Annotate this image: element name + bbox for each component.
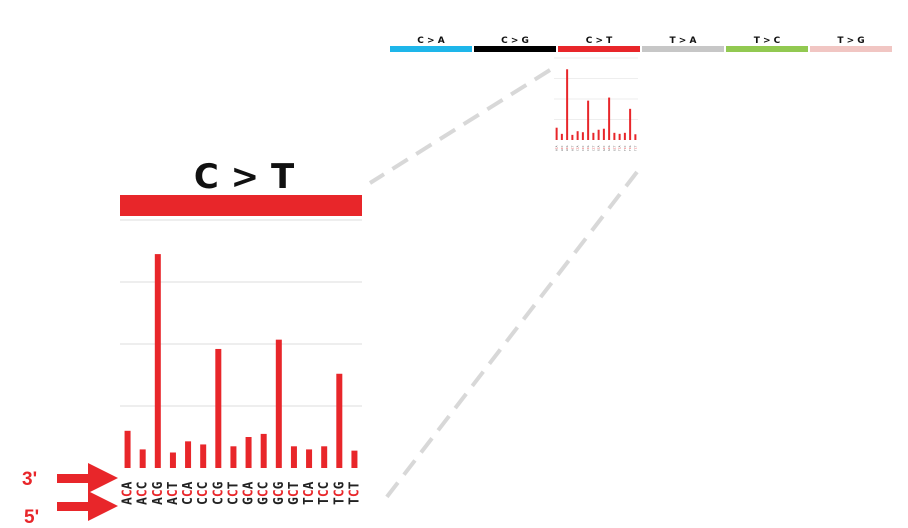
zoom-tick-label-ccg: CCG — [211, 481, 226, 505]
mini-tick-label-gca: GCA — [597, 145, 601, 151]
mini-bar-gct — [613, 132, 616, 140]
zoom-tick-label-ccc: CCC — [196, 482, 211, 505]
category-color-bar-2 — [558, 46, 640, 52]
mini-chart-labels: ACAACCACGACTCCACCCCCGCCTGCAGCCGCGGCTTCAT… — [555, 145, 638, 151]
zoom-line-bottom — [384, 170, 639, 500]
mini-chart-bars — [555, 69, 637, 140]
category-label-0: C > A — [417, 36, 444, 46]
mini-bar-tcg — [629, 108, 632, 140]
zoom-bar-aca — [124, 430, 131, 468]
mini-tick-label-tcg: TCG — [628, 145, 632, 151]
category-header-strip: C > A C > G C > T T > A T > C T > G — [390, 36, 892, 52]
mini-tick-label-gcg: GCG — [607, 145, 611, 151]
zoom-bar-gca — [245, 437, 252, 468]
category-color-bar-4 — [726, 46, 808, 52]
mini-bar-tct — [634, 134, 637, 140]
mini-bar-acg — [566, 69, 569, 140]
zoom-tick-label-act: ACT — [166, 481, 181, 505]
zoom-tick-label-tct: TCT — [347, 481, 362, 505]
zoom-tick-label-tcc: TCC — [317, 482, 332, 505]
mini-tick-label-gcc: GCC — [602, 145, 606, 151]
mini-bar-act — [571, 134, 574, 140]
category-label-1: C > G — [501, 36, 529, 46]
mini-tick-label-gct: GCT — [612, 145, 616, 151]
zoom-chart-labels: ACAACCACGACTCCACCCCCGCCTGCAGCCGCGGCTTCAT… — [121, 481, 363, 505]
category-color-bar-0 — [390, 46, 472, 52]
zoom-bar-acg — [154, 254, 161, 468]
zoom-tick-label-gca: GCA — [242, 481, 257, 505]
zoom-bar-ccg — [215, 348, 222, 468]
zoom-bar-gct — [290, 446, 297, 468]
three-prime-label: 3' — [22, 469, 37, 490]
mini-bar-gcg — [608, 97, 611, 140]
mini-bar-acc — [560, 133, 563, 140]
mini-tick-label-cct: CCT — [591, 145, 595, 151]
zoom-bar-tca — [306, 449, 313, 468]
three-prime-arrow-icon — [57, 463, 118, 493]
zoom-bar-acc — [139, 449, 146, 468]
zoom-bar-act — [169, 452, 176, 468]
zoom-tick-label-acc: ACC — [136, 482, 151, 505]
zoom-tick-label-aca: ACA — [121, 481, 136, 505]
zoom-tick-label-gct: GCT — [287, 481, 302, 505]
mini-bar-gca — [597, 129, 600, 140]
mini-bar-aca — [555, 127, 558, 140]
mini-bar-ccg — [587, 100, 590, 140]
mini-bar-cct — [592, 132, 595, 140]
category-color-bar-5 — [810, 46, 892, 52]
mini-tick-label-aca: ACA — [555, 145, 559, 151]
zoom-tick-label-cct: CCT — [226, 481, 241, 505]
zoom-tick-label-cca: CCA — [181, 481, 196, 505]
zoom-tick-label-gcg: GCG — [272, 481, 287, 505]
zoom-tick-label-tcg: TCG — [332, 481, 347, 505]
category-color-bar-3 — [642, 46, 724, 52]
category-label-3: T > A — [670, 36, 697, 46]
mini-tick-label-tcc: TCC — [623, 145, 627, 151]
mini-tick-label-cca: CCA — [576, 145, 580, 151]
mini-bar-gcc — [602, 128, 605, 140]
zoom-category-bar — [120, 195, 362, 216]
mini-tick-label-tct: TCT — [633, 145, 637, 151]
mini-bar-ccc — [581, 132, 584, 140]
zoom-line-top — [368, 68, 552, 185]
mini-tick-label-ccg: CCG — [586, 145, 590, 151]
zoom-chart-bars — [124, 254, 358, 468]
zoom-tick-label-tca: TCA — [302, 481, 317, 505]
mini-bar-tca — [618, 133, 621, 140]
category-label-4: T > C — [754, 36, 781, 46]
zoom-bar-tcg — [336, 373, 343, 468]
zoom-bar-gcc — [260, 433, 267, 468]
mini-bar-tcc — [623, 132, 626, 140]
zoom-bar-ccc — [200, 444, 207, 468]
zoom-bar-cca — [185, 441, 192, 468]
mini-tick-label-ccc: CCC — [581, 145, 585, 151]
zoom-tick-label-gcc: GCC — [257, 482, 272, 505]
mini-tick-label-tca: TCA — [618, 145, 622, 151]
zoom-tick-label-acg: ACG — [151, 481, 166, 505]
category-label-2: C > T — [586, 36, 613, 46]
mini-tick-label-acg: ACG — [565, 145, 569, 151]
five-prime-label: 5' — [24, 507, 39, 528]
category-label-5: T > G — [837, 36, 864, 46]
category-color-bar-1 — [474, 46, 556, 52]
mini-bar-cca — [576, 131, 579, 140]
zoom-bar-tcc — [321, 446, 328, 468]
zoom-bar-gcg — [275, 339, 282, 468]
zoom-bar-cct — [230, 446, 237, 468]
mini-tick-label-acc: ACC — [560, 145, 564, 151]
five-prime-arrow-icon — [57, 491, 118, 521]
mini-tick-label-act: ACT — [570, 145, 574, 151]
zoom-chart-title: C > T — [194, 157, 295, 197]
zoom-bar-tct — [351, 450, 358, 468]
